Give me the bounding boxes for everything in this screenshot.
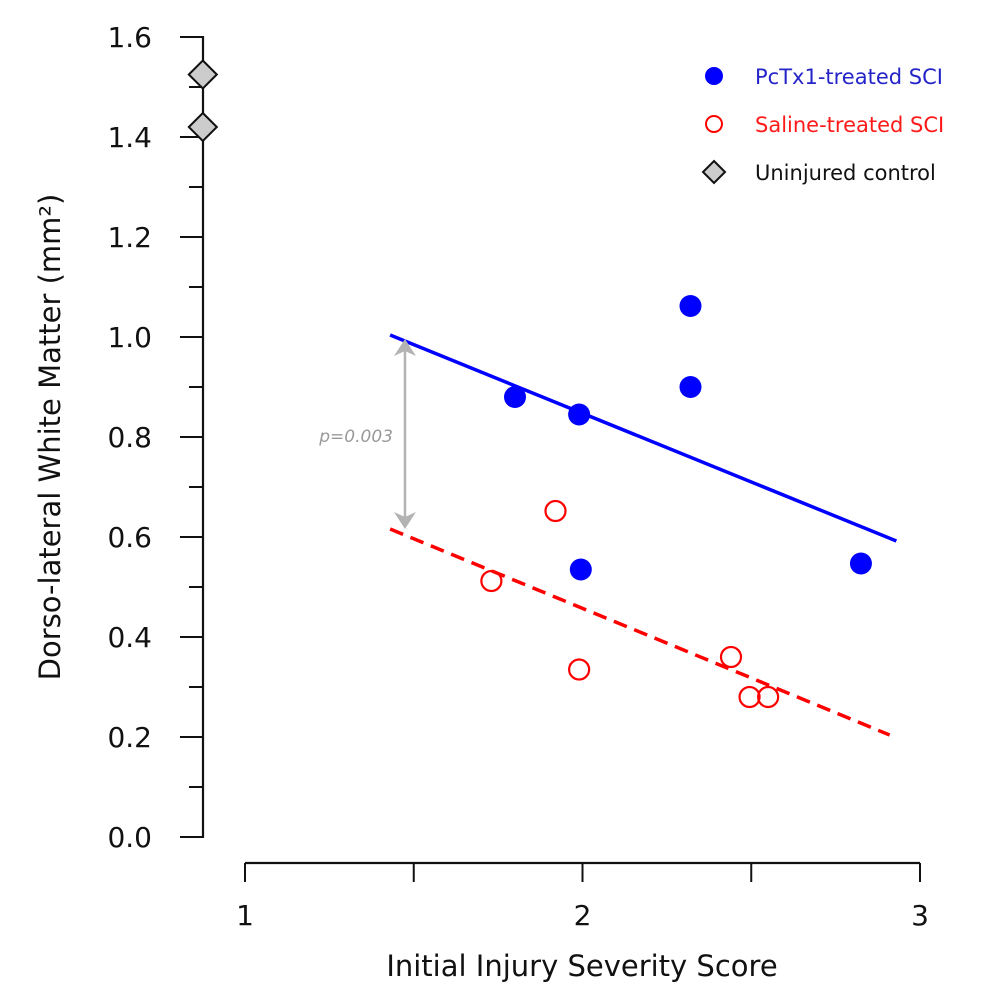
y-tick-label: 1.2 — [107, 221, 152, 254]
saline-point — [738, 685, 761, 709]
saline-point — [544, 499, 567, 523]
y-tick-label: 0.2 — [107, 721, 152, 754]
x-axis: 1 2 3 — [236, 861, 929, 932]
legend-label: Saline-treated SCI — [755, 113, 944, 137]
legend-marker-control — [701, 159, 727, 185]
fit-lines — [389, 333, 898, 737]
y-tick-label: 1.4 — [107, 121, 152, 154]
p-value-annotation: p=0.003 — [318, 427, 393, 447]
x-axis-title: Initial Injury Severity Score — [386, 949, 777, 983]
legend-label: Uninjured control — [755, 161, 936, 185]
control-point — [187, 59, 219, 90]
y-axis: 0.0 0.2 0.4 0.6 0.8 1.0 1.2 1.4 1.6 — [107, 21, 205, 854]
annotation-arrowhead-up — [393, 339, 416, 356]
saline-point — [480, 569, 503, 593]
saline-point — [719, 645, 743, 669]
fit-line-saline — [389, 527, 891, 737]
y-tick-label: 0.8 — [107, 421, 152, 454]
control-point — [187, 111, 219, 143]
saline-point — [568, 658, 591, 681]
y-axis-title: Dorso-lateral White Matter (mm²) — [33, 194, 67, 681]
pctx1-point — [569, 558, 592, 581]
pctx1-point — [849, 552, 872, 575]
legend: PcTx1-treated SCI Saline-treated SCI Uninj… — [701, 65, 944, 185]
x-tick-label: 2 — [574, 899, 592, 932]
y-tick-label: 0.0 — [107, 821, 152, 854]
data-points — [187, 59, 872, 709]
fit-line-pctx1 — [389, 333, 898, 543]
y-tick-label: 0.6 — [107, 521, 152, 554]
x-tick-label: 3 — [911, 899, 929, 932]
pctx1-point — [568, 403, 591, 426]
annotations: p=0.003 — [318, 339, 416, 529]
legend-marker-saline — [705, 115, 723, 133]
pctx1-point — [679, 295, 702, 317]
pctx1-point — [679, 376, 702, 398]
y-tick-label: 1.6 — [107, 21, 152, 54]
saline-point — [757, 685, 780, 709]
pctx1-point — [504, 386, 526, 408]
legend-marker-pctx1 — [705, 67, 723, 85]
y-tick-label: 0.4 — [107, 621, 152, 654]
annotation-arrowhead-down — [393, 512, 416, 529]
x-tick-label: 1 — [236, 899, 254, 932]
y-tick-label: 1.0 — [107, 321, 152, 354]
legend-label: PcTx1-treated SCI — [755, 65, 943, 89]
